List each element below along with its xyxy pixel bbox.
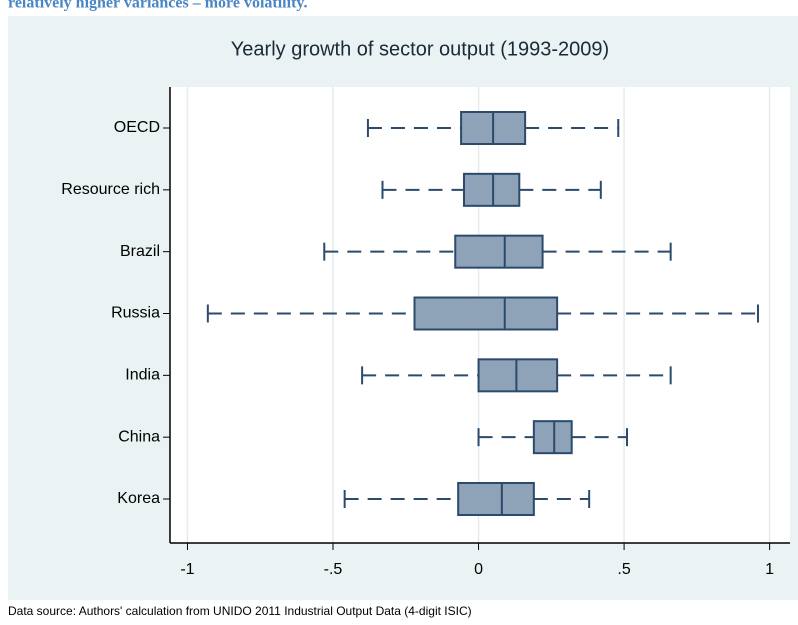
header: relatively higher variances – more volat… [8, 0, 308, 12]
x-tick-label: .5 [617, 561, 630, 578]
x-tick-label: -.5 [324, 561, 343, 578]
x-tick-label: -1 [180, 561, 194, 578]
y-tick-label: OECD [114, 119, 160, 136]
box [457, 482, 535, 516]
box [532, 420, 573, 455]
chart-title: Yearly growth of sector output (1993-200… [231, 38, 609, 60]
y-tick-label: Russia [111, 305, 160, 322]
y-tick-label: China [118, 428, 160, 445]
box [462, 172, 521, 207]
y-tick-label: Resource rich [61, 181, 160, 198]
x-tick-label: 0 [474, 561, 483, 578]
y-tick-label: Brazil [120, 243, 160, 260]
footnote: Data source: Authors' calculation from U… [8, 604, 472, 618]
y-tick-label: Korea [117, 490, 160, 507]
box [454, 234, 544, 269]
box [413, 296, 559, 331]
box [477, 358, 559, 393]
y-tick-label: India [125, 367, 160, 384]
x-tick-label: 1 [765, 561, 774, 578]
